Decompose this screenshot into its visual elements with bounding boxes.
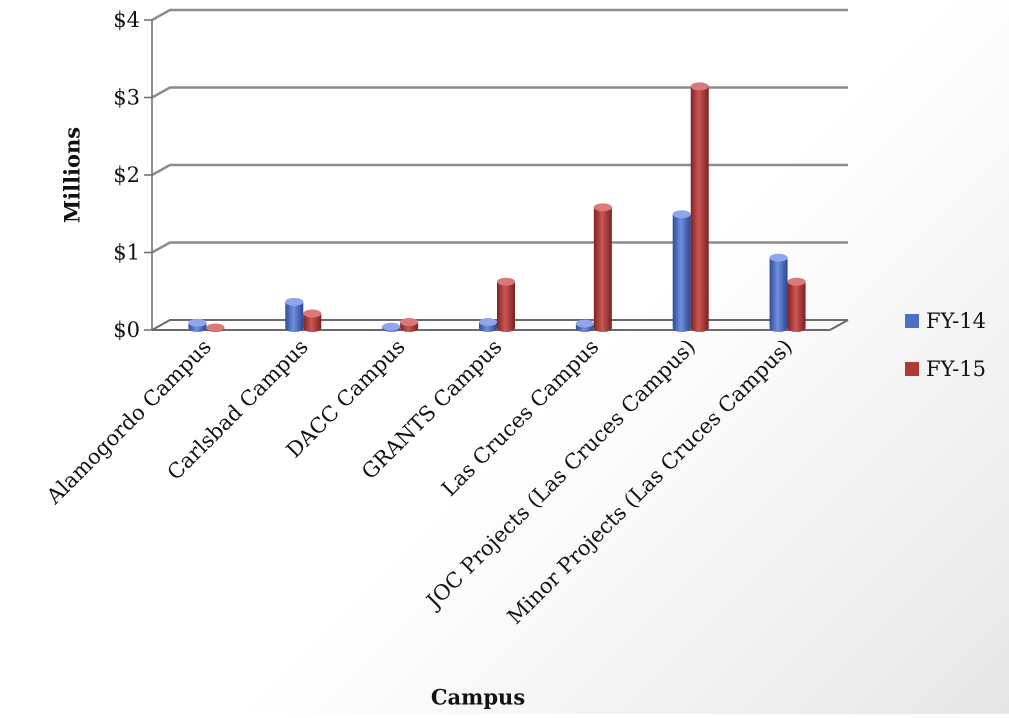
bar: [206, 323, 225, 332]
bar: [575, 319, 594, 332]
y-tick-label: $3: [113, 86, 140, 110]
x-tick-label: Las Cruces Campus: [437, 335, 603, 501]
legend-item: FY-14: [905, 309, 986, 333]
y-axis-title: Millions: [59, 126, 85, 224]
bars: [188, 82, 806, 332]
bar: [690, 82, 709, 332]
x-axis-title: Campus: [430, 684, 526, 710]
legend-swatch: [905, 362, 919, 376]
bar: [285, 297, 304, 332]
legend-label: FY-14: [926, 309, 986, 333]
axes: [144, 19, 153, 331]
bar: [479, 318, 497, 332]
bar: [382, 322, 401, 332]
bar: [400, 318, 419, 332]
x-tick-label: Alamogordo Campus: [41, 335, 216, 510]
bar: [672, 210, 691, 332]
bar: [769, 253, 788, 332]
y-tick-label: $2: [113, 163, 140, 187]
bar: [303, 309, 322, 332]
gridline: [151, 8, 848, 22]
legend-item: FY-15: [905, 357, 986, 381]
legend-label: FY-15: [926, 357, 986, 381]
y-tick-label: $1: [113, 241, 140, 265]
legend: FY-14 FY-15: [905, 309, 986, 381]
gridline: [151, 241, 848, 254]
bar: [497, 277, 515, 332]
gridlines: [151, 8, 849, 331]
legend-swatch: [905, 314, 919, 328]
bar: [593, 203, 612, 332]
y-tick-label: $4: [113, 8, 140, 32]
bar: [787, 277, 806, 332]
gridline: [151, 163, 848, 177]
gridline: [151, 86, 848, 99]
bar: [188, 318, 207, 332]
y-tick-label: $0: [113, 318, 140, 342]
